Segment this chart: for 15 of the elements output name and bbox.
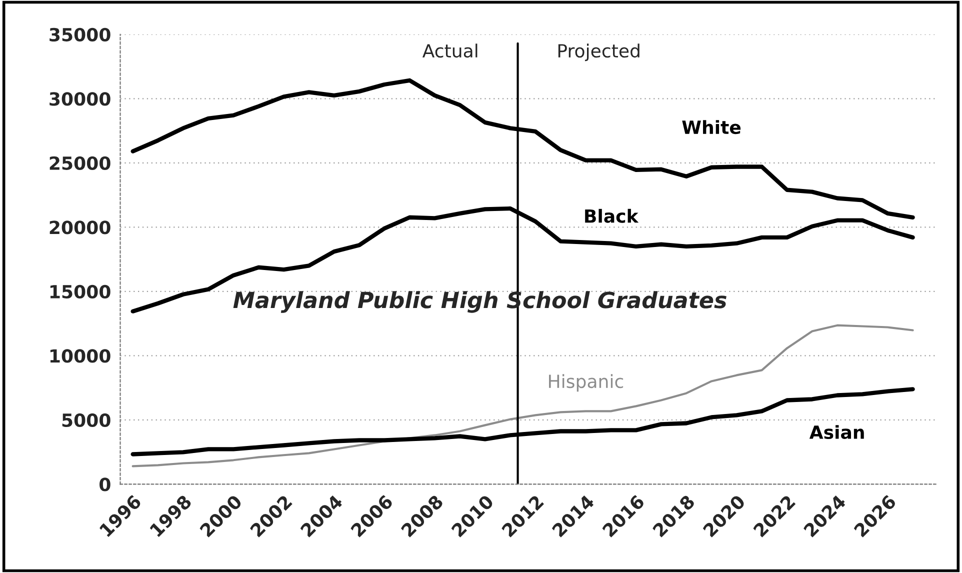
y-tick-label: 20000 [50, 220, 110, 234]
series-label: White [682, 120, 741, 134]
y-tick-label: 15000 [50, 284, 110, 299]
series-label: Hispanic [549, 374, 624, 392]
y-tick-label: 0 [100, 478, 110, 492]
annotation: Actual [422, 44, 478, 58]
line-series [132, 324, 914, 468]
series-label: Black [585, 208, 639, 223]
y-tick-label: 5000 [62, 413, 110, 428]
annotation: Projected [558, 44, 640, 62]
series-label: Asian [809, 425, 864, 440]
y-tick-label: 10000 [50, 349, 110, 363]
y-tick-label: 35000 [50, 28, 110, 42]
y-tick-label: 25000 [50, 156, 110, 170]
y-tick-label: 30000 [50, 92, 110, 106]
